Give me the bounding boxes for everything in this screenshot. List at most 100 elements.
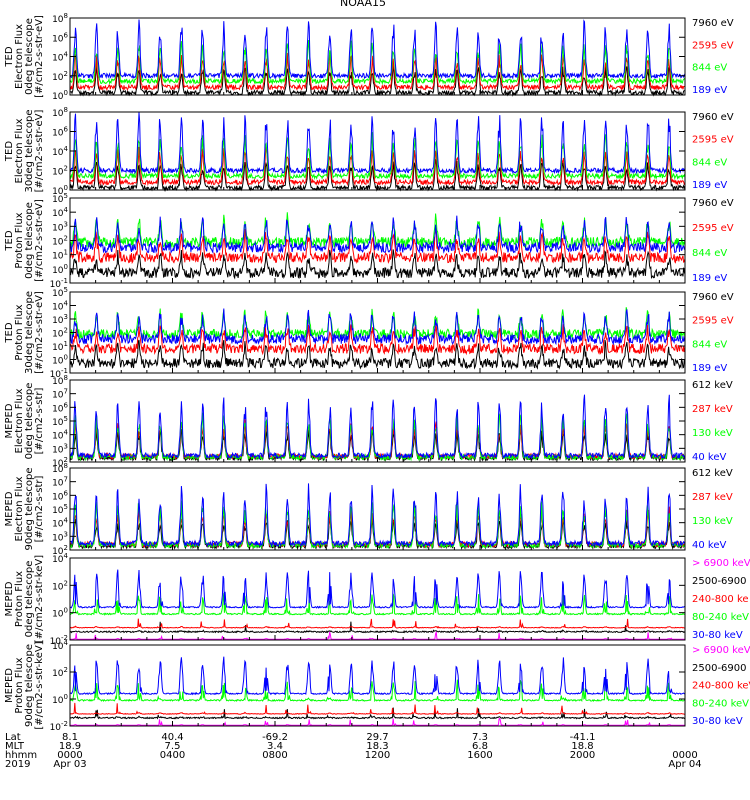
legend-label: 7960 eV [692,198,734,209]
legend-label: 7960 eV [692,18,734,29]
y-tick-label: 104 [52,429,68,442]
series-trace [69,656,685,696]
y-tick-label: 100 [52,263,68,276]
legend-label: 80-240 keV [692,698,749,709]
legend-label: 189 eV [692,85,727,96]
y-axis-label: TEDProton Flux30deg telescope[#/cm2-s-st… [4,291,45,374]
legend-label: 189 eV [692,363,727,374]
series-trace [69,39,686,86]
legend-label: 189 eV [692,273,727,284]
legend-label: 240-800 ke [692,594,749,605]
series-trace [69,569,686,610]
x-tick-label: 7.5 [165,741,181,752]
x-tick-label: 3.4 [267,741,283,752]
y-tick-label: 102 [52,165,68,178]
legend-label: 612 keV [692,468,733,479]
legend-label: > 6900 keV [692,645,750,656]
legend-label: 7960 eV [692,292,734,303]
legend-label: 30-80 keV [692,716,743,727]
legend-label: 2500-6900 [692,663,747,674]
series-trace [69,52,686,92]
series-trace [69,308,686,346]
y-tick-label: 103 [52,220,68,233]
x-tick-label: 8.1 [62,732,78,743]
y-tick-label: 103 [52,530,68,543]
legend-label: 40 keV [692,540,726,551]
panel-1: 100 102 104 106 108 TEDElectron Flux0deg tele… [4,12,734,102]
legend-label: 844 eV [692,157,727,168]
y-tick-label: 105 [52,415,68,428]
series-trace [69,112,686,175]
y-tick-label: 106 [52,401,68,414]
y-axis-label: MEPEDProton Flux90deg telescope[#/cm2-s-… [4,641,45,729]
x-tick-label: 18.9 [59,741,81,752]
legend-label: 2595 eV [692,40,734,51]
y-tick-label: 108 [52,12,68,25]
series-trace [69,215,686,255]
y-tick-label: 106 [52,126,68,139]
x-tick-label: 0000 [57,750,82,761]
y-tick-label: 105 [52,503,68,516]
series-trace [69,592,686,616]
y-tick-label: 100 [52,354,68,367]
legend-label: 189 eV [692,180,727,191]
y-axis-label: MEPEDElectron Flux90deg telescope[#/cm2-… [4,467,45,550]
y-tick-label: 107 [52,388,68,401]
x-row-label: 2019 [5,759,30,770]
y-tick-label: 100 [52,693,68,706]
y-tick-label: 102 [52,70,68,83]
x-tick-label: 18.8 [571,741,593,752]
legend-label: 2500-6900 [692,576,747,587]
y-tick-label: 101 [52,340,68,353]
legend-label: 844 eV [692,248,727,259]
x-tick-label: 40.4 [161,732,183,743]
legend-label: 844 eV [692,63,727,74]
y-axis-label: TEDElectron Flux0deg telescope[#/cm2-s-s… [4,15,45,98]
x-tick-label: 7.3 [472,732,488,743]
legend-label: 844 eV [692,339,727,350]
x-tick-label: 18.3 [366,741,388,752]
y-tick-label: 104 [52,51,68,64]
y-tick-label: 100 [52,607,68,620]
x-row-label: hhmm [5,750,37,761]
legend-label: 287 keV [692,492,733,503]
y-axis-label: MEPEDElectron Flux0deg telescope[#/cm2-s… [4,383,45,460]
legend-label: 130 keV [692,516,733,527]
x-tick-label: -41.1 [570,732,596,743]
series-trace [69,707,686,720]
legend-label: 612 keV [692,380,733,391]
series-trace [69,621,686,634]
y-tick-label: 104 [52,145,68,158]
y-tick-label: 104 [52,300,68,313]
series-trace [69,702,686,715]
series-trace [69,483,686,548]
legend-label: > 6900 keV [692,558,750,569]
series-trace [69,339,686,370]
legend-label: 7960 eV [692,112,734,123]
x-row-label: Lat [5,732,21,743]
series-trace [69,132,686,181]
y-axis-label: TEDProton Flux0deg telescope[#/cm2-s-str… [4,199,45,282]
legend-label: 40 keV [692,452,726,463]
series-trace [69,249,686,280]
legend-label: 80-240 keV [692,612,749,623]
x-tick-label: Apr 04 [668,759,701,770]
series-trace [69,679,686,703]
legend-label: 2595 eV [692,223,734,234]
legend-label: 287 keV [692,404,733,415]
x-tick-label: 1200 [365,750,390,761]
y-tick-label: 108 [52,106,68,119]
y-tick-label: 102 [52,666,68,679]
chart-title: NOAA15 [340,0,387,9]
legend-label: 2595 eV [692,135,734,146]
y-tick-label: 103 [52,313,68,326]
y-tick-label: 102 [52,579,68,592]
y-tick-label: 103 [52,442,68,455]
x-tick-label: Apr 03 [53,759,86,770]
